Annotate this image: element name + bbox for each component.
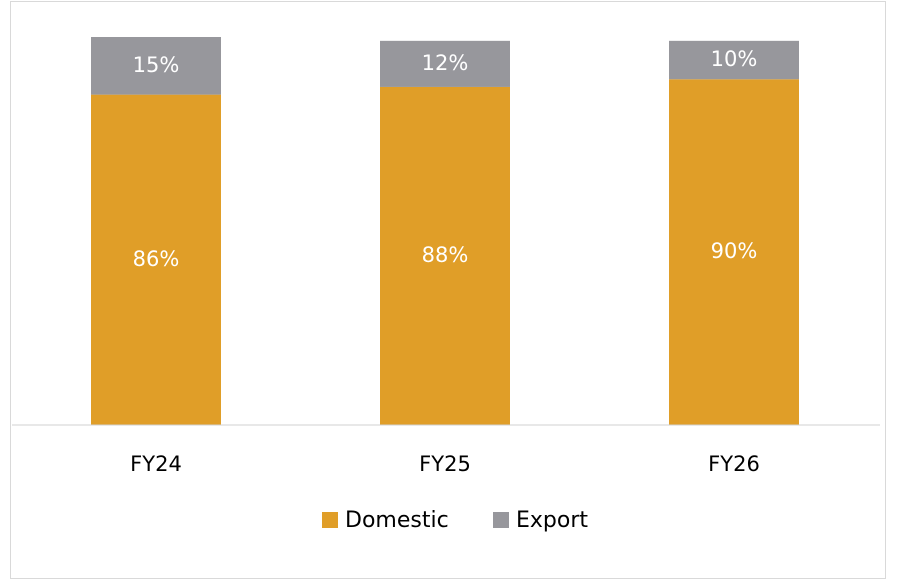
legend-label: Export	[516, 508, 588, 533]
bar-segment	[380, 86, 510, 425]
legend-label: Domestic	[345, 508, 449, 533]
bar-segment	[91, 37, 221, 95]
data-label: 86%	[133, 247, 180, 271]
bar-segment	[91, 94, 221, 425]
legend-swatch	[322, 512, 338, 528]
data-label: 15%	[133, 53, 180, 77]
bar-segment	[380, 40, 510, 87]
data-label: 10%	[711, 47, 758, 71]
data-label: 12%	[422, 51, 469, 75]
data-label: 90%	[711, 239, 758, 263]
bar-segment	[669, 79, 799, 426]
legend-swatch	[493, 512, 509, 528]
data-label: 88%	[422, 243, 469, 267]
x-tick-label: FY25	[419, 452, 471, 476]
x-tick-label: FY24	[130, 452, 182, 476]
bar-segment	[669, 40, 799, 80]
x-tick-label: FY26	[708, 452, 760, 476]
